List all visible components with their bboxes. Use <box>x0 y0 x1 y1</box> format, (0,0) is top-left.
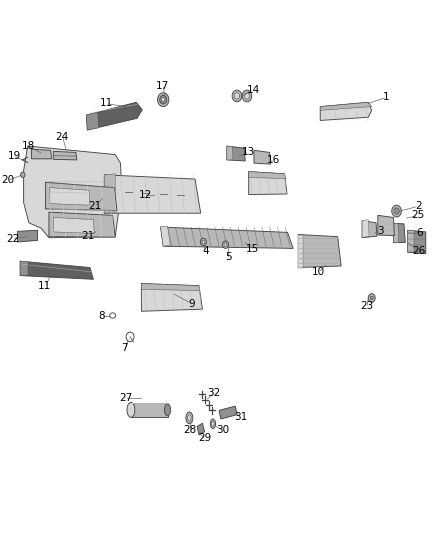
Polygon shape <box>20 261 93 279</box>
Ellipse shape <box>165 404 171 416</box>
Text: 16: 16 <box>267 155 280 165</box>
Text: 11: 11 <box>100 99 113 108</box>
Text: 21: 21 <box>81 231 95 240</box>
Ellipse shape <box>127 402 135 417</box>
Ellipse shape <box>202 240 205 244</box>
Polygon shape <box>86 112 99 130</box>
Polygon shape <box>227 146 245 161</box>
Polygon shape <box>104 174 116 213</box>
Text: 21: 21 <box>88 201 101 211</box>
Text: 14: 14 <box>247 85 260 94</box>
Polygon shape <box>249 172 287 195</box>
Ellipse shape <box>242 90 252 102</box>
Text: 32: 32 <box>207 389 220 398</box>
Polygon shape <box>20 261 28 276</box>
Polygon shape <box>320 102 372 120</box>
Polygon shape <box>161 226 170 246</box>
Text: 4: 4 <box>203 246 209 255</box>
Polygon shape <box>141 284 200 290</box>
Ellipse shape <box>200 238 206 246</box>
Text: 9: 9 <box>189 299 195 309</box>
Polygon shape <box>298 235 303 268</box>
Text: 6: 6 <box>417 228 423 238</box>
Ellipse shape <box>394 208 399 214</box>
Ellipse shape <box>162 98 165 102</box>
Text: 23: 23 <box>360 301 373 311</box>
Polygon shape <box>49 212 115 237</box>
Polygon shape <box>298 235 341 268</box>
Ellipse shape <box>232 90 242 102</box>
Polygon shape <box>254 150 271 164</box>
Polygon shape <box>407 230 426 254</box>
Text: 31: 31 <box>234 412 247 422</box>
Text: 13: 13 <box>242 148 255 157</box>
Ellipse shape <box>368 294 375 302</box>
Ellipse shape <box>158 93 169 107</box>
Polygon shape <box>141 284 202 311</box>
Polygon shape <box>362 220 369 238</box>
Text: 22: 22 <box>7 235 20 244</box>
Ellipse shape <box>370 296 373 300</box>
Polygon shape <box>249 172 286 179</box>
Text: 1: 1 <box>382 92 389 102</box>
Polygon shape <box>378 215 394 236</box>
Polygon shape <box>161 227 293 248</box>
Polygon shape <box>407 230 414 252</box>
Ellipse shape <box>186 412 193 424</box>
Ellipse shape <box>21 172 25 177</box>
Text: 17: 17 <box>155 82 169 91</box>
Text: 10: 10 <box>312 267 325 277</box>
Polygon shape <box>197 423 205 435</box>
Polygon shape <box>131 403 168 417</box>
Polygon shape <box>320 102 372 110</box>
Polygon shape <box>24 146 121 238</box>
Polygon shape <box>362 221 377 238</box>
Ellipse shape <box>223 241 229 248</box>
Polygon shape <box>53 151 77 160</box>
Ellipse shape <box>187 415 191 421</box>
Polygon shape <box>104 175 201 213</box>
Polygon shape <box>393 223 405 243</box>
Ellipse shape <box>210 419 215 429</box>
Text: 5: 5 <box>225 253 232 262</box>
Text: 28: 28 <box>184 425 197 434</box>
Text: 12: 12 <box>139 190 152 200</box>
Text: 20: 20 <box>1 175 14 184</box>
Text: 24: 24 <box>55 132 69 142</box>
Text: 29: 29 <box>198 433 211 443</box>
Polygon shape <box>227 146 233 160</box>
Text: 18: 18 <box>22 141 35 151</box>
Text: 2: 2 <box>416 201 422 211</box>
Text: 19: 19 <box>7 151 21 161</box>
Ellipse shape <box>160 95 167 104</box>
Polygon shape <box>393 223 399 243</box>
Polygon shape <box>46 182 117 211</box>
Ellipse shape <box>392 205 401 217</box>
Text: 8: 8 <box>98 311 105 320</box>
Ellipse shape <box>234 93 240 99</box>
Text: 27: 27 <box>119 393 132 403</box>
Polygon shape <box>53 217 94 233</box>
Ellipse shape <box>244 93 250 99</box>
Text: 7: 7 <box>121 343 128 352</box>
Text: 11: 11 <box>38 281 51 290</box>
Ellipse shape <box>224 243 227 246</box>
Polygon shape <box>18 230 38 242</box>
Ellipse shape <box>212 421 214 426</box>
Polygon shape <box>50 188 90 205</box>
Text: 26: 26 <box>413 246 426 255</box>
Text: 15: 15 <box>246 244 259 254</box>
Text: 30: 30 <box>216 425 229 435</box>
Polygon shape <box>32 149 52 159</box>
Text: 25: 25 <box>411 211 424 220</box>
Polygon shape <box>86 102 142 130</box>
Polygon shape <box>219 406 237 419</box>
Text: 3: 3 <box>377 226 384 236</box>
